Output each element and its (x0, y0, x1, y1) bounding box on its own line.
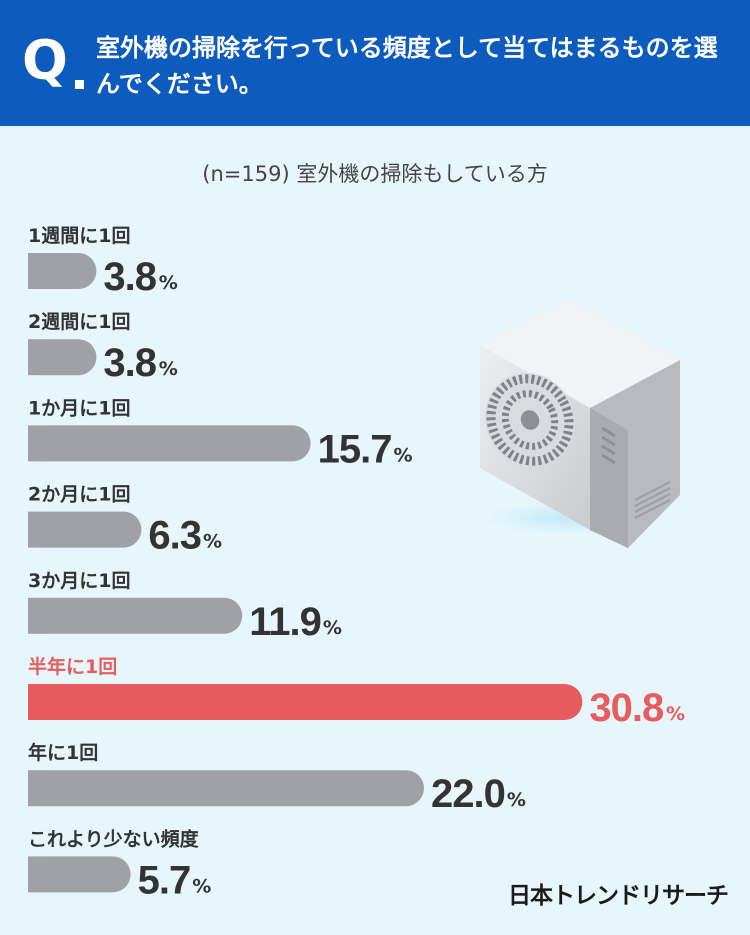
value-unit: % (666, 703, 685, 725)
value-label: 30.8 (589, 686, 664, 730)
value-unit: % (203, 531, 222, 553)
bar-square-end (28, 511, 46, 548)
bar (28, 511, 142, 548)
value-label: 15.7 (318, 427, 392, 471)
value-label: 3.8 (103, 341, 156, 385)
chart-subtitle: (n=159) 室外機の掃除もしている方 (202, 162, 548, 186)
question-mark: Q (22, 29, 68, 92)
category-label: 2週間に1回 (28, 311, 130, 333)
bar (28, 856, 131, 893)
bar-square-end (28, 425, 46, 462)
value-unit: % (507, 789, 526, 811)
category-label: 1週間に1回 (28, 225, 130, 247)
category-label: 2か月に1回 (28, 484, 130, 506)
category-label: これより少ない頻度 (28, 827, 200, 850)
bar-square-end (28, 339, 46, 376)
category-label: 年に1回 (28, 741, 98, 764)
bar-square-end (28, 253, 46, 289)
category-label: 半年に1回 (28, 655, 117, 678)
question-mark-dot (75, 80, 84, 89)
value-unit: % (159, 358, 178, 380)
bar (28, 684, 583, 720)
value-label: 11.9 (249, 600, 321, 644)
bar-square-end (28, 597, 46, 634)
value-label: 5.7 (138, 858, 191, 902)
bar-square-end (28, 770, 46, 807)
bar-square-end (28, 856, 46, 893)
bar (28, 770, 424, 807)
air-conditioner-outdoor-unit-icon (480, 300, 680, 548)
bar (28, 425, 311, 462)
value-label: 6.3 (148, 514, 201, 558)
value-label: 22.0 (431, 772, 505, 816)
brand-logo: 日本トレンドリサーチ (508, 883, 729, 909)
category-label: 1か月に1回 (28, 397, 130, 419)
value-unit: % (159, 272, 178, 294)
category-label: 3か月に1回 (28, 570, 130, 592)
value-unit: % (323, 617, 342, 639)
question-header: Q 室外機の掃除を行っている頻度として当てはまるものを選んでください。 (0, 0, 750, 126)
bar (28, 597, 243, 634)
question-text: 室外機の掃除を行っている頻度として当てはまるものを選んでください。 (96, 34, 718, 98)
value-unit: % (192, 875, 211, 897)
value-unit: % (393, 444, 412, 466)
bar-square-end (28, 684, 46, 720)
value-label: 3.8 (103, 255, 156, 299)
